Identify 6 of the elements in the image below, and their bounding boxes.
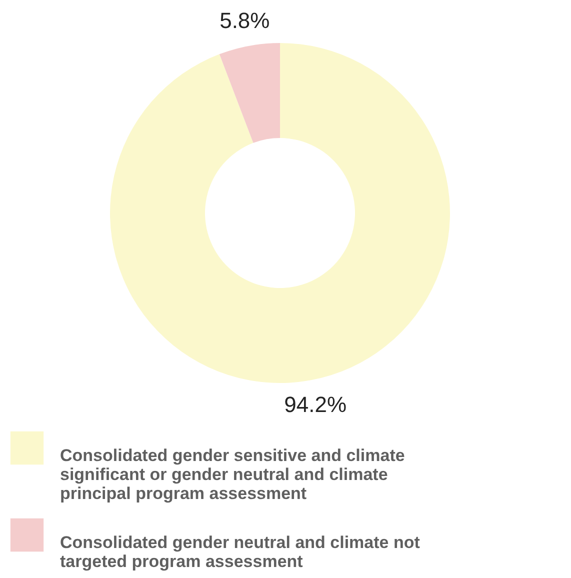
- legend-label: Consolidated gender sensitive and climate significant or gender neutral and climate principal program assessment: [60, 446, 405, 503]
- legend-label: Consolidated gender neutral and climate not targeted program assessment: [60, 533, 420, 571]
- donut-slice: [110, 43, 450, 383]
- data-label: 5.8%: [220, 8, 270, 34]
- donut-slice: [219, 43, 280, 143]
- data-label: 94.2%: [284, 392, 347, 417]
